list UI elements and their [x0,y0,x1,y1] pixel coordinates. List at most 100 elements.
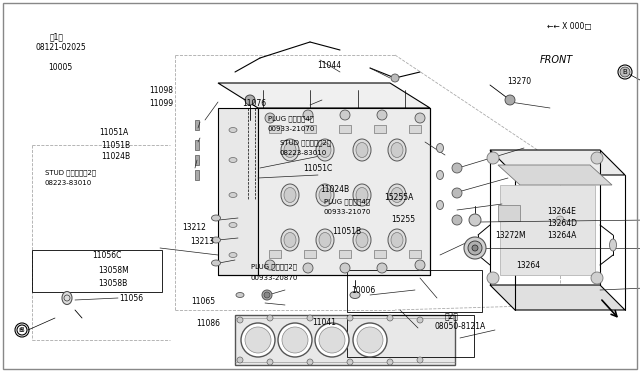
Ellipse shape [319,232,331,247]
Text: 15255: 15255 [392,215,416,224]
Circle shape [303,263,313,273]
Text: 11098: 11098 [149,86,173,95]
Circle shape [591,272,603,284]
Circle shape [391,74,399,82]
Ellipse shape [436,144,444,153]
Circle shape [468,241,482,255]
Ellipse shape [436,201,444,209]
Bar [339,250,351,258]
Circle shape [278,323,312,357]
Circle shape [415,260,425,270]
Text: 13264D: 13264D [547,219,577,228]
Circle shape [241,323,275,357]
Circle shape [452,215,462,225]
Bar [498,205,520,221]
Text: 10005: 10005 [49,63,73,72]
Circle shape [472,245,478,251]
Text: （2）: （2） [444,311,458,320]
Bar [269,125,281,133]
Circle shape [319,327,345,353]
Ellipse shape [316,229,334,251]
Bar [347,270,482,312]
Polygon shape [498,165,612,185]
Polygon shape [490,285,625,310]
Ellipse shape [284,142,296,157]
Circle shape [303,110,313,120]
Circle shape [307,359,313,365]
Circle shape [237,357,243,363]
Bar [409,125,421,133]
Ellipse shape [391,187,403,202]
Ellipse shape [211,215,221,221]
Text: PLUG プラグ（4）: PLUG プラグ（4） [268,116,314,122]
Ellipse shape [319,142,331,157]
Text: 11051A: 11051A [99,128,129,137]
Circle shape [464,237,486,259]
Text: 13058B: 13058B [98,279,127,288]
Ellipse shape [353,184,371,206]
Ellipse shape [436,170,444,180]
Text: 13212: 13212 [182,223,206,232]
Text: 00933-21070: 00933-21070 [324,209,371,215]
Text: 11051C: 11051C [303,164,332,173]
Polygon shape [218,83,430,108]
Ellipse shape [388,139,406,161]
Bar [347,315,474,357]
Text: 13213: 13213 [190,237,214,246]
Text: 11044: 11044 [317,61,342,70]
Text: 11056C: 11056C [92,251,122,260]
Circle shape [353,323,387,357]
Text: 00933-20870: 00933-20870 [251,275,298,281]
Ellipse shape [350,292,360,298]
Text: 11099: 11099 [149,99,173,108]
Ellipse shape [229,253,237,257]
Ellipse shape [316,184,334,206]
Bar [195,140,199,150]
Circle shape [315,323,349,357]
Polygon shape [490,150,625,175]
Circle shape [237,317,243,323]
Ellipse shape [229,157,237,163]
Text: PLUG プラグ（4）: PLUG プラグ（4） [324,198,370,205]
Text: FRONT: FRONT [540,55,573,65]
Ellipse shape [474,239,481,251]
Text: 13058M: 13058M [98,266,129,275]
Circle shape [347,315,353,321]
Circle shape [452,163,462,173]
Ellipse shape [356,232,368,247]
Ellipse shape [236,292,244,298]
Ellipse shape [609,239,616,251]
Text: 08121-02025: 08121-02025 [35,43,86,52]
Circle shape [265,113,275,123]
Text: 13264E: 13264E [547,207,576,216]
Bar [500,185,595,275]
Ellipse shape [316,139,334,161]
Text: 13272M: 13272M [495,231,525,240]
Circle shape [347,359,353,365]
Bar [374,250,386,258]
Ellipse shape [284,187,296,202]
Circle shape [262,290,272,300]
Bar [195,155,199,165]
Bar [304,125,316,133]
Ellipse shape [388,184,406,206]
Ellipse shape [388,229,406,251]
Circle shape [340,263,350,273]
Text: （1）: （1） [49,33,63,42]
Bar [235,315,455,365]
Circle shape [357,327,383,353]
Text: 11051B: 11051B [101,141,131,150]
Text: 11056: 11056 [119,294,143,303]
Ellipse shape [229,222,237,228]
Text: 11065: 11065 [191,297,215,306]
Ellipse shape [281,184,299,206]
Bar [304,250,316,258]
Text: 11086: 11086 [196,319,220,328]
Text: 08223-83010: 08223-83010 [280,150,327,156]
Text: B: B [20,327,24,333]
Circle shape [505,95,515,105]
Circle shape [417,357,423,363]
Text: 00933-21070: 00933-21070 [268,126,315,132]
Circle shape [469,214,481,226]
Text: 15255A: 15255A [384,193,413,202]
